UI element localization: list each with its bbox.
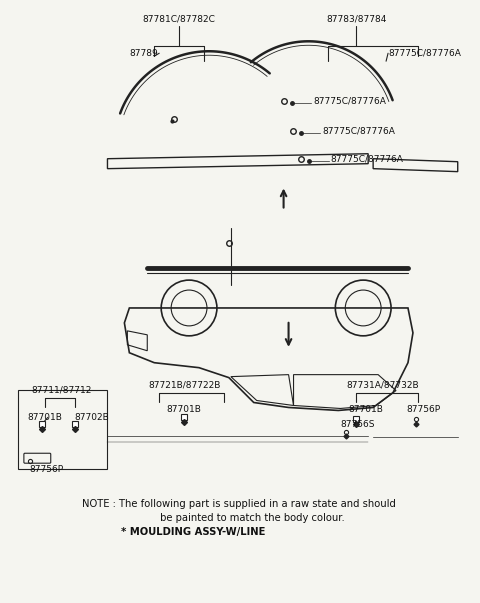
Text: 87781C/87782C: 87781C/87782C <box>143 15 216 24</box>
Text: 87702B: 87702B <box>74 413 109 422</box>
Bar <box>18 390 108 469</box>
Text: * MOULDING ASSY-W/LINE: * MOULDING ASSY-W/LINE <box>114 527 266 537</box>
Text: NOTE : The following part is supplied in a raw state and should: NOTE : The following part is supplied in… <box>82 499 396 509</box>
Text: 87783/87784: 87783/87784 <box>326 15 386 24</box>
Text: 87701B: 87701B <box>28 413 63 422</box>
Text: be painted to match the body colour.: be painted to match the body colour. <box>132 513 345 523</box>
Text: 87775C/87776A: 87775C/87776A <box>388 49 461 58</box>
Text: 87721B/87722B: 87721B/87722B <box>148 380 220 389</box>
Text: 87711/87712: 87711/87712 <box>32 385 92 394</box>
Text: 87775C/87776A: 87775C/87776A <box>313 96 386 106</box>
Text: 87756S: 87756S <box>340 420 375 429</box>
Text: 87756P: 87756P <box>30 465 64 474</box>
Text: 87731A/87732B: 87731A/87732B <box>347 380 420 389</box>
Text: 87756P: 87756P <box>406 405 440 414</box>
Text: 87701B: 87701B <box>348 405 383 414</box>
Text: 87775C/87776A: 87775C/87776A <box>331 154 404 163</box>
Text: 87789: 87789 <box>129 49 158 58</box>
Text: 87701B: 87701B <box>167 405 202 414</box>
Text: 87775C/87776A: 87775C/87776A <box>323 127 395 135</box>
